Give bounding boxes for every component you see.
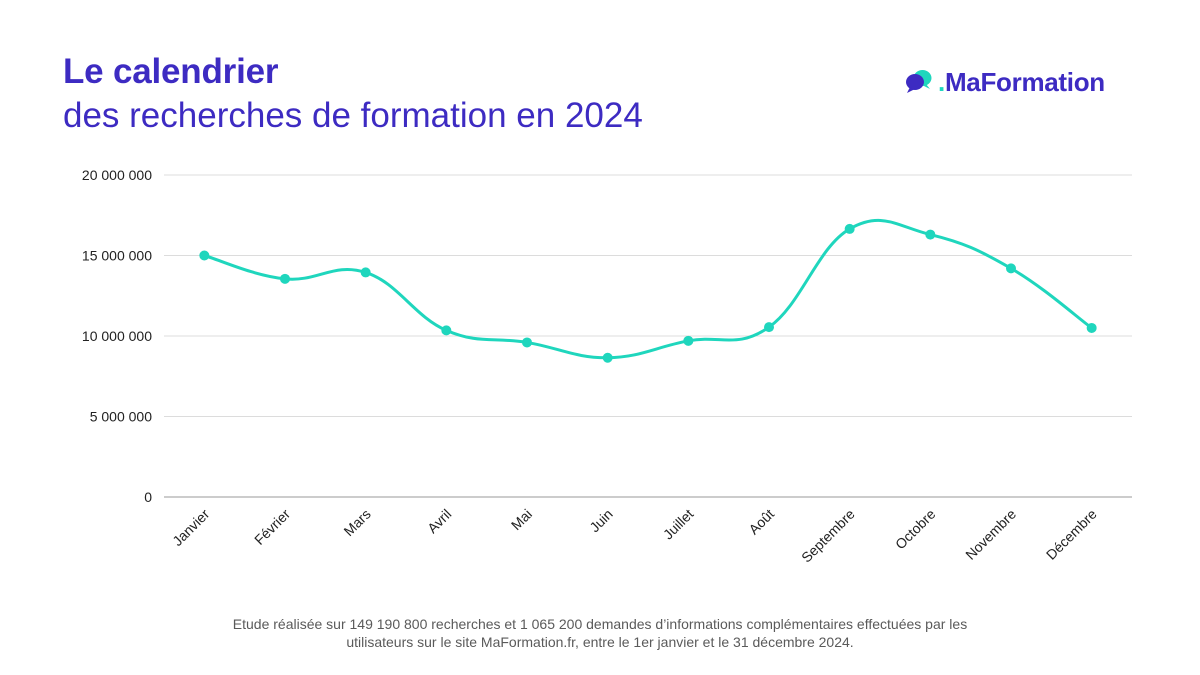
data-point-avril[interactable] xyxy=(441,325,452,336)
data-point-mai[interactable] xyxy=(522,337,532,348)
x-tick-label: Mai xyxy=(508,506,535,533)
logo-text: MaFormation xyxy=(944,66,1105,97)
data-point-mars[interactable] xyxy=(360,267,371,278)
series-line-path xyxy=(202,218,1094,360)
data-point-août[interactable] xyxy=(764,322,774,333)
x-tick-label: Février xyxy=(251,506,293,548)
x-tick-label: Octobre xyxy=(892,506,939,553)
y-tick-label: 10 000 000 xyxy=(82,328,152,344)
series-line xyxy=(202,218,1094,360)
series-points xyxy=(199,223,1097,363)
logo-dot: . xyxy=(938,66,945,97)
data-point-février[interactable] xyxy=(280,273,290,284)
data-point-septembre[interactable] xyxy=(844,223,855,234)
page-title: Le calendrier xyxy=(63,52,279,91)
x-tick-label: Janvier xyxy=(169,506,212,549)
x-tick-label: Septembre xyxy=(798,506,858,566)
data-point-décembre[interactable] xyxy=(1086,322,1097,333)
speech-bubbles-icon xyxy=(906,70,932,93)
y-tick-label: 5 000 000 xyxy=(90,409,152,425)
data-point-octobre[interactable] xyxy=(925,229,936,240)
x-tick-label: Juillet xyxy=(660,506,697,543)
page-subtitle: des recherches de formation en 2024 xyxy=(63,96,643,135)
y-tick-label: 15 000 000 xyxy=(82,248,152,264)
y-axis-ticks: 0 5 000 000 10 000 000 15 000 000 20 000 000 xyxy=(82,167,152,505)
x-tick-label: Mars xyxy=(340,506,373,539)
footnote-line-1: Etude réalisée sur 149 190 800 recherche… xyxy=(232,616,968,632)
x-tick-label: Décembre xyxy=(1043,506,1100,563)
data-point-novembre[interactable] xyxy=(1006,263,1016,274)
x-axis-ticks: Janvier Février Mars Avril Mai Juin Juillet Aoû… xyxy=(169,506,1100,566)
x-tick-label: Novembre xyxy=(962,506,1019,563)
line-chart: 0 5 000 000 10 000 000 15 000 000 20 000 000… xyxy=(82,167,1132,566)
footnote: Etude réalisée sur 149 190 800 recherche… xyxy=(100,615,1100,651)
footnote-line-2: utilisateurs sur le site MaFormation.fr,… xyxy=(346,634,854,650)
x-tick-label: Juin xyxy=(586,506,615,535)
brand-logo[interactable]: .MaFormation xyxy=(904,64,1105,100)
y-tick-label: 20 000 000 xyxy=(82,167,152,183)
data-point-juillet[interactable] xyxy=(683,335,694,346)
grid-lines xyxy=(164,174,1132,498)
data-point-janvier[interactable] xyxy=(199,250,210,261)
data-point-juin[interactable] xyxy=(602,352,613,363)
x-tick-label: Avril xyxy=(424,506,454,536)
y-tick-label: 0 xyxy=(144,489,152,505)
x-tick-label: Août xyxy=(745,506,777,538)
